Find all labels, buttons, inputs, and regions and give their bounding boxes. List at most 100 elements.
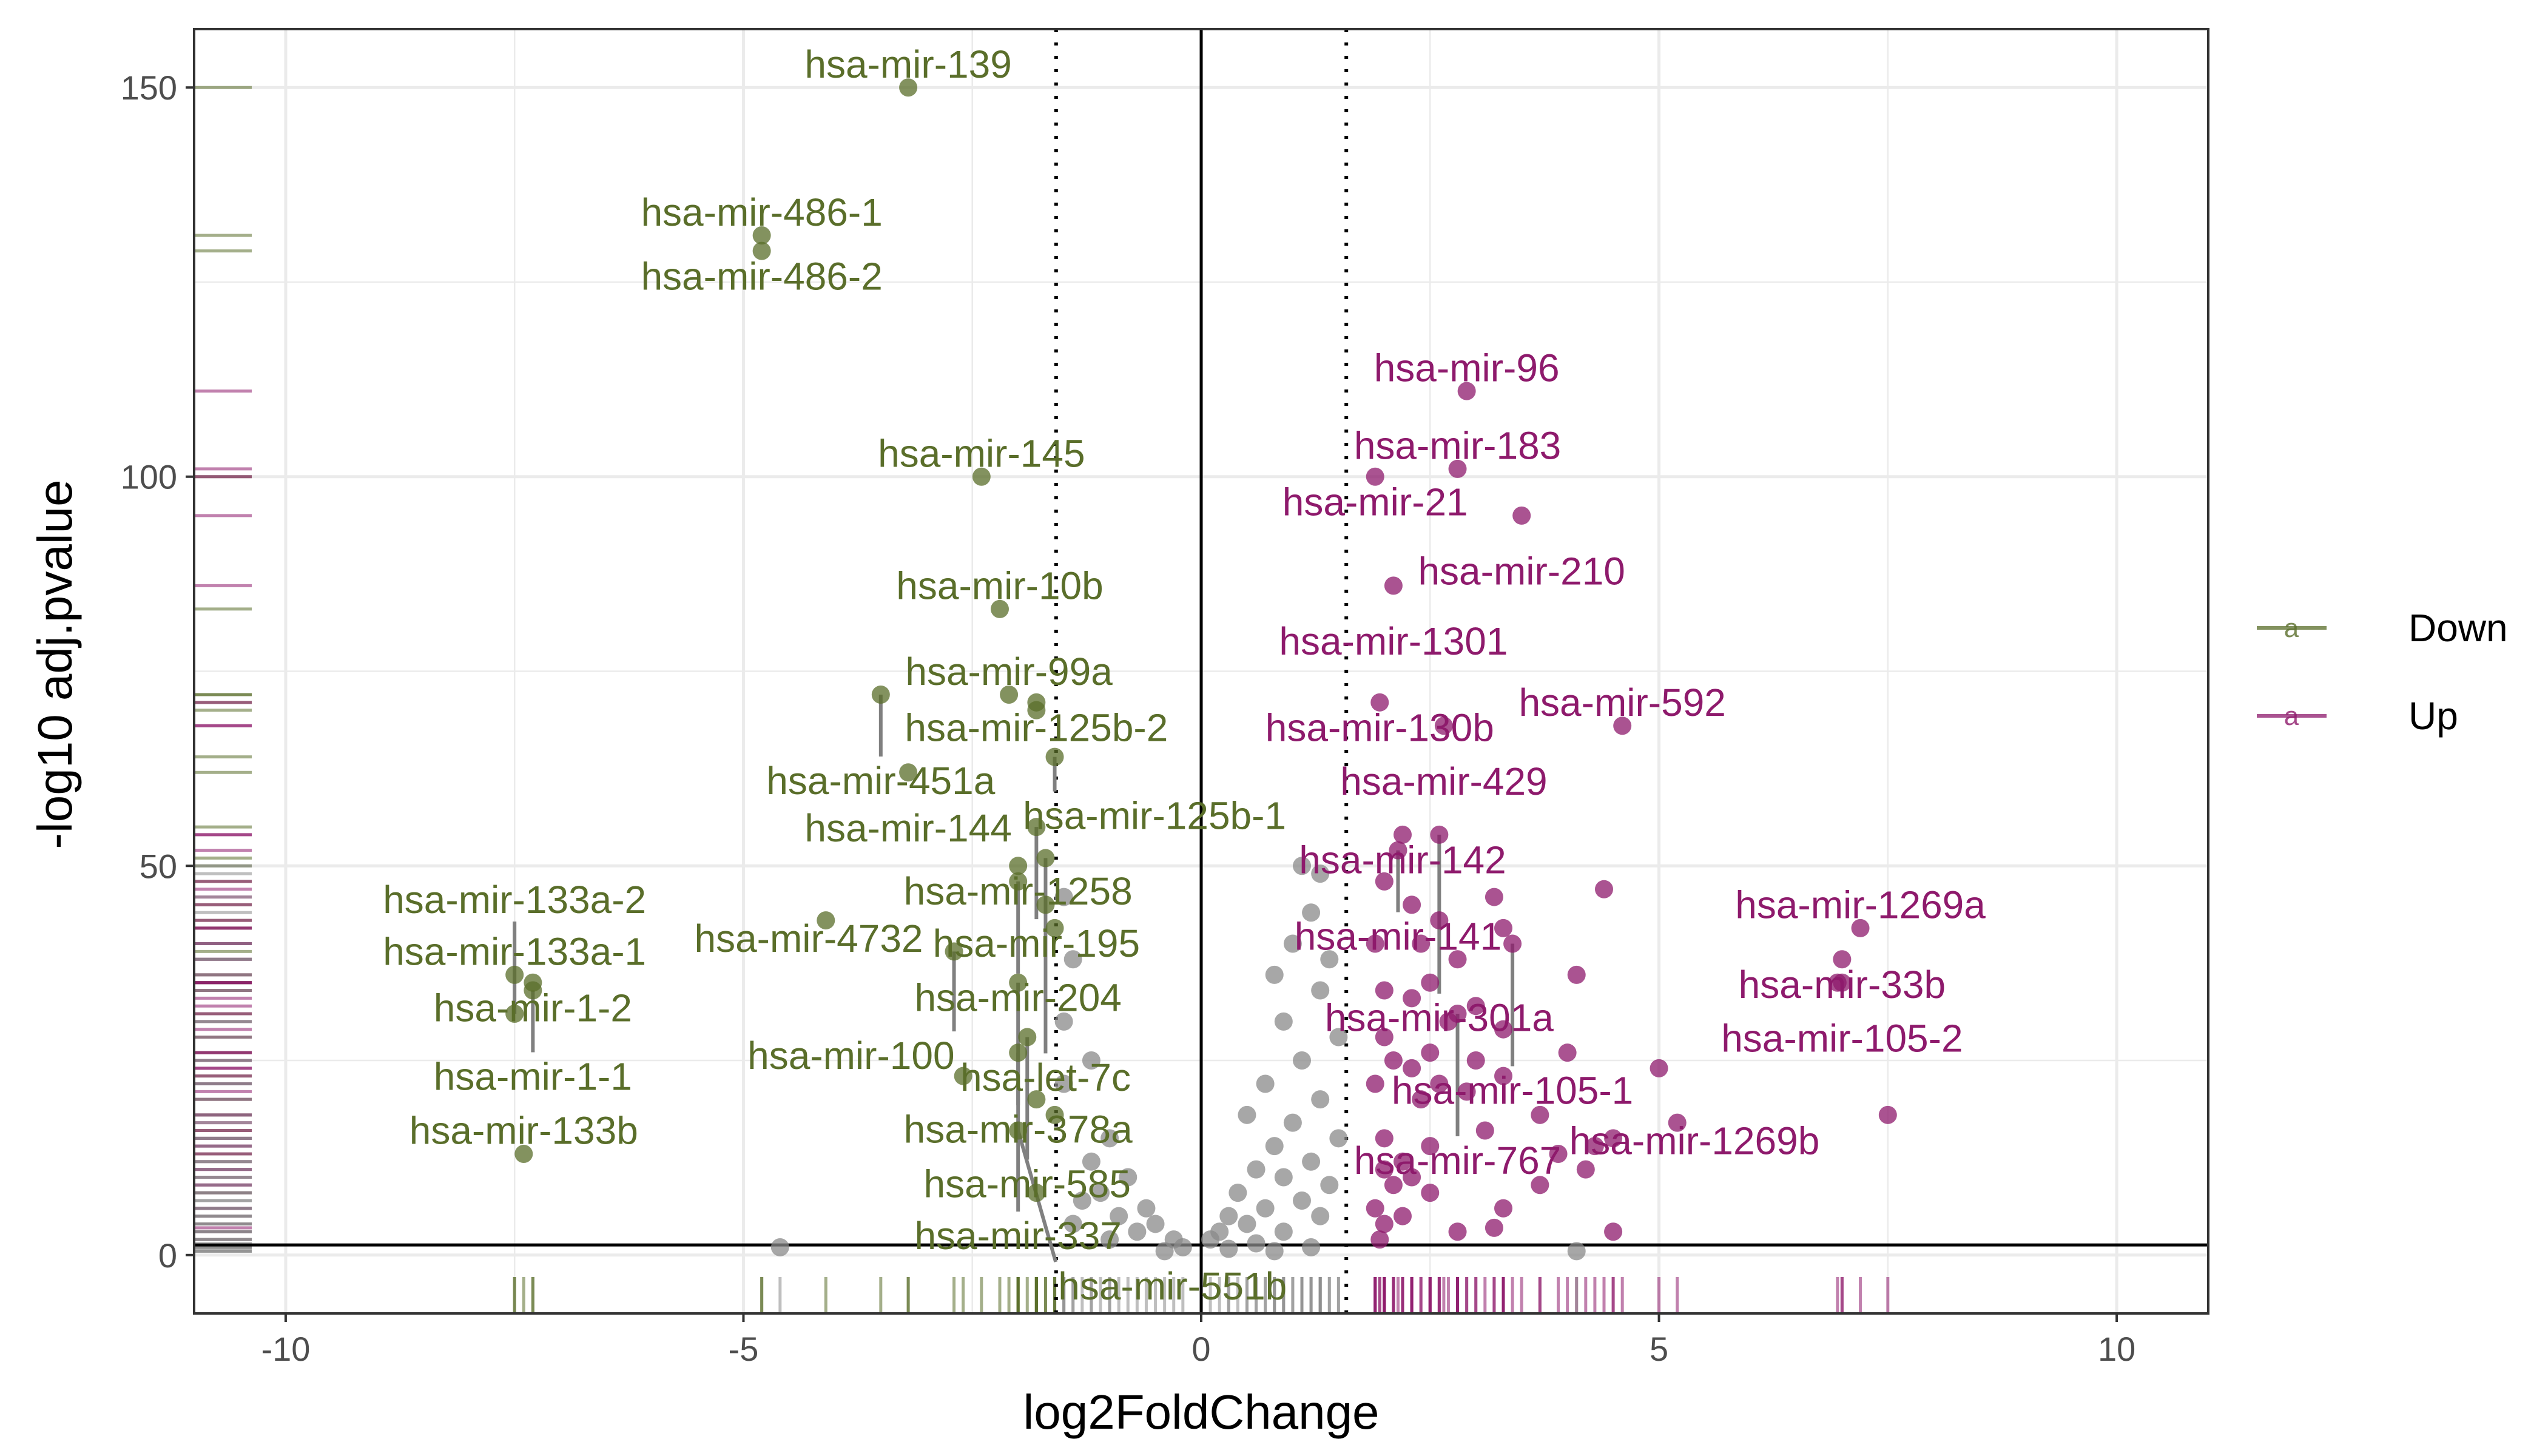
y-tick-label: 100: [121, 458, 177, 496]
data-point-ns: [1274, 1222, 1293, 1241]
data-point-up: [1389, 841, 1407, 860]
point-label: hsa-mir-204: [914, 976, 1121, 1020]
point-label: hsa-mir-1269b: [1569, 1119, 1820, 1163]
legend-item-up: a Up: [2257, 694, 2458, 738]
point-label: hsa-mir-1269a: [1735, 883, 1986, 927]
data-point-up: [1494, 1020, 1512, 1039]
y-tick-label: 50: [140, 847, 177, 885]
data-point-ns: [1283, 1113, 1302, 1132]
data-point-up: [1375, 1215, 1394, 1233]
data-point-ns: [1082, 1152, 1100, 1171]
data-point-ns: [1274, 1168, 1293, 1187]
data-point-up: [1585, 1137, 1604, 1156]
data-point-ns: [1063, 950, 1082, 969]
legend: a Down a Up: [2257, 606, 2508, 738]
data-point-up: [1833, 950, 1852, 969]
data-point-down: [514, 1144, 533, 1163]
data-point-up: [1650, 1059, 1668, 1077]
point-label: hsa-mir-210: [1418, 550, 1625, 593]
data-point-up: [1851, 918, 1870, 937]
point-label: hsa-mir-551b: [1058, 1264, 1287, 1308]
data-point-down: [1027, 1184, 1046, 1202]
data-point-down: [524, 981, 542, 1000]
data-point-up: [1403, 1059, 1421, 1077]
data-point-ns: [1082, 1051, 1100, 1070]
data-point-ns: [1311, 1090, 1330, 1109]
point-label: hsa-mir-429: [1340, 760, 1547, 803]
data-point-up: [1421, 1137, 1440, 1156]
data-point-down: [1009, 1043, 1028, 1062]
point-label: hsa-mir-139: [804, 42, 1011, 86]
data-point-up: [1384, 1051, 1403, 1070]
data-point-up: [1421, 973, 1440, 992]
data-point-down: [1009, 1121, 1028, 1140]
data-point-up: [1403, 1168, 1421, 1187]
data-point-down: [1000, 685, 1019, 704]
data-point-ns: [1238, 1215, 1256, 1233]
data-point-ns: [1567, 1242, 1586, 1261]
data-point-down: [945, 942, 963, 961]
data-point-ns: [1110, 1207, 1128, 1225]
data-point-ns: [1302, 1238, 1321, 1256]
data-point-up: [1613, 716, 1632, 735]
data-point-up: [1558, 1043, 1577, 1062]
data-point-up: [1430, 911, 1449, 930]
data-point-up: [1412, 1090, 1431, 1109]
data-point-down: [752, 241, 771, 260]
point-label: hsa-mir-105-2: [1721, 1016, 1963, 1060]
point-label: hsa-mir-105-1: [1392, 1068, 1633, 1112]
point-label: hsa-mir-144: [804, 806, 1011, 850]
data-point-ns: [1173, 1238, 1192, 1256]
data-point-ns: [1320, 1176, 1339, 1195]
point-label: hsa-mir-1258: [904, 869, 1133, 913]
data-point-up: [1512, 506, 1531, 525]
point-label: hsa-mir-125b-1: [1023, 794, 1286, 837]
data-point-down: [1027, 701, 1046, 720]
data-point-up: [1394, 1207, 1412, 1225]
data-point-up: [1668, 1113, 1687, 1132]
data-point-ns: [1256, 1199, 1275, 1218]
point-label: hsa-mir-486-2: [641, 254, 882, 298]
data-point-up: [1503, 934, 1522, 953]
data-point-ns: [1283, 934, 1302, 953]
data-point-ns: [1119, 1168, 1138, 1187]
data-point-up: [1412, 934, 1431, 953]
x-tick-label: -10: [261, 1330, 310, 1368]
data-point-up: [1549, 1144, 1568, 1163]
data-point-down: [1027, 1090, 1046, 1109]
data-point-ns: [1063, 1215, 1082, 1233]
point-label: hsa-mir-195: [933, 922, 1140, 965]
point-label: hsa-mir-1-2: [434, 986, 632, 1030]
point-label: hsa-let-7c: [960, 1056, 1131, 1099]
legend-label: Down: [2408, 606, 2508, 650]
data-point-ns: [1201, 1230, 1220, 1249]
point-label: hsa-mir-486-1: [641, 190, 882, 234]
rug-marks: [194, 86, 1890, 1313]
data-point-ns: [1293, 1051, 1311, 1070]
data-point-ns: [770, 1238, 789, 1256]
data-point-down: [1027, 818, 1046, 837]
data-point-up: [1394, 1152, 1412, 1171]
data-point-ns: [1265, 1137, 1284, 1156]
data-point-up: [1567, 965, 1586, 984]
point-label: hsa-mir-301a: [1325, 996, 1554, 1040]
data-point-down: [1009, 872, 1028, 891]
data-point-down: [991, 599, 1009, 618]
data-point-up: [1878, 1105, 1897, 1124]
data-point-ns: [1155, 1242, 1174, 1261]
data-point-ns: [1302, 903, 1321, 922]
x-tick-label: -5: [729, 1330, 759, 1368]
data-point-up: [1457, 382, 1476, 400]
data-point-ns: [1274, 1012, 1293, 1031]
data-point-ns: [1238, 1105, 1256, 1124]
data-point-up: [1466, 1051, 1485, 1070]
data-point-up: [1430, 825, 1449, 844]
point-label: hsa-mir-1-1: [434, 1054, 632, 1098]
data-point-down: [505, 965, 524, 984]
data-point-down: [1018, 1028, 1037, 1046]
data-point-ns: [1247, 1160, 1266, 1179]
y-axis-title: -log10 adj.pvalue: [28, 479, 82, 849]
point-label: hsa-mir-96: [1374, 346, 1560, 389]
data-point-ns: [1137, 1199, 1156, 1218]
